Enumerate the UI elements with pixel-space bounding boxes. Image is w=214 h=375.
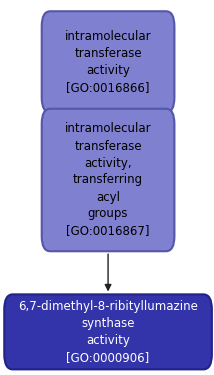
FancyBboxPatch shape bbox=[4, 294, 212, 369]
Text: intramolecular
transferase
activity
[GO:0016866]: intramolecular transferase activity [GO:… bbox=[65, 30, 151, 94]
Text: 6,7-dimethyl-8-ribityllumazine
synthase
activity
[GO:0000906]: 6,7-dimethyl-8-ribityllumazine synthase … bbox=[18, 300, 198, 364]
Text: intramolecular
transferase
activity,
transferring
acyl
groups
[GO:0016867]: intramolecular transferase activity, tra… bbox=[65, 123, 151, 237]
FancyBboxPatch shape bbox=[42, 11, 174, 112]
FancyBboxPatch shape bbox=[42, 109, 174, 251]
